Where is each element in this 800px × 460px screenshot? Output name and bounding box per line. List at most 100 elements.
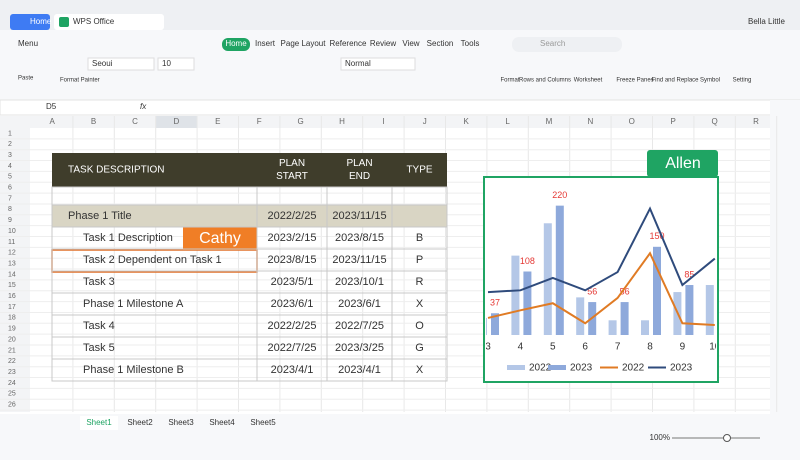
cell-style[interactable]: Normal xyxy=(345,59,371,68)
bar xyxy=(511,255,520,335)
menu-tab[interactable]: Page Layout xyxy=(281,39,327,48)
doc-tab[interactable]: WPS Office xyxy=(73,17,115,26)
zoom-knob[interactable] xyxy=(723,434,731,442)
menu-tab[interactable]: Tools xyxy=(461,39,480,48)
x-tick-label: 7 xyxy=(615,342,621,353)
table-text[interactable]: Task 2 Dependent on Task 1 xyxy=(83,254,222,266)
menu-button[interactable]: Menu xyxy=(18,39,38,48)
bottom-bar xyxy=(0,414,800,460)
row-header: 14 xyxy=(8,271,16,278)
table-text[interactable]: Task 4 xyxy=(83,320,115,332)
column-header: B xyxy=(91,117,96,126)
font-box[interactable] xyxy=(87,57,155,71)
zoom[interactable]: 100% xyxy=(650,433,670,442)
table-text[interactable]: 2023/3/25 xyxy=(335,342,384,354)
user-name[interactable]: Bella Little xyxy=(748,17,785,26)
row-header: 4 xyxy=(8,163,12,170)
table-text[interactable]: B xyxy=(416,232,423,244)
table-text[interactable]: 2022/7/25 xyxy=(268,342,317,354)
table-text[interactable]: 2023/4/1 xyxy=(271,364,314,376)
data-label: 56 xyxy=(620,286,630,296)
table-text[interactable]: Phase 1 Milestone A xyxy=(83,298,184,310)
doc-icon xyxy=(59,17,69,27)
search[interactable]: Search xyxy=(540,39,565,48)
sheet-tab[interactable]: Sheet4 xyxy=(209,418,235,427)
column-header: O xyxy=(629,117,635,126)
ribbon-button[interactable]: Setting xyxy=(733,78,752,84)
column-header: P xyxy=(671,117,676,126)
row-header: 7 xyxy=(8,195,12,202)
row-header: 10 xyxy=(8,228,16,235)
cell-ref[interactable]: D5 xyxy=(46,102,57,111)
legend-swatch xyxy=(548,365,566,370)
bar xyxy=(523,271,532,335)
table-text[interactable]: 2023/4/1 xyxy=(338,364,381,376)
ribbon-button[interactable]: Find and Replace xyxy=(651,78,699,84)
menu-tab[interactable]: Section xyxy=(427,39,454,48)
table-text[interactable]: 2023/6/1 xyxy=(338,298,381,310)
selected-column xyxy=(156,116,197,128)
table-text[interactable]: 2023/5/1 xyxy=(271,276,314,288)
data-label: 37 xyxy=(490,298,500,308)
format-painter[interactable]: Format Painter xyxy=(60,78,100,84)
column-header: L xyxy=(505,117,510,126)
table-text[interactable]: 2023/6/1 xyxy=(271,298,314,310)
ribbon-button[interactable]: Worksheet xyxy=(574,78,603,84)
table-text[interactable]: O xyxy=(415,320,424,332)
bar xyxy=(608,320,617,335)
menu-tab[interactable]: Insert xyxy=(255,39,276,48)
row-header: 9 xyxy=(8,217,12,224)
sheet-tab[interactable]: Sheet2 xyxy=(127,418,153,427)
table-text[interactable]: R xyxy=(416,276,424,288)
table-text[interactable]: Task 5 xyxy=(83,342,115,354)
table-text[interactable]: X xyxy=(416,298,424,310)
table-text[interactable]: 2023/8/15 xyxy=(335,232,384,244)
sheet-tab[interactable]: Sheet3 xyxy=(168,418,194,427)
font-name[interactable]: Seoui xyxy=(92,59,113,68)
table-text[interactable]: Phase 1 Milestone B xyxy=(83,364,184,376)
ribbon-button[interactable]: Freeze Panes xyxy=(616,78,653,84)
table-text[interactable]: 2023/10/1 xyxy=(335,276,384,288)
table-text[interactable]: 2022/7/25 xyxy=(335,320,384,332)
table-text[interactable]: G xyxy=(415,342,424,354)
table-text[interactable]: P xyxy=(416,254,423,266)
table-text[interactable]: Task 3 xyxy=(83,276,115,288)
menu-tab[interactable]: Home xyxy=(225,39,247,48)
menu-tab[interactable]: Reference xyxy=(330,39,367,48)
bar xyxy=(653,246,661,335)
font-size[interactable]: 10 xyxy=(162,59,171,68)
menu-tab[interactable]: Review xyxy=(370,39,396,48)
table-text[interactable]: 2023/8/15 xyxy=(268,254,317,266)
table-text[interactable]: 2023/11/15 xyxy=(332,254,386,266)
cathy-tag xyxy=(183,227,257,250)
active-sheet-bg[interactable] xyxy=(80,416,118,430)
home-tab[interactable]: Home xyxy=(30,17,52,26)
line xyxy=(487,206,716,294)
active-tab-bg xyxy=(222,38,250,51)
column-header: E xyxy=(215,117,220,126)
style-box[interactable] xyxy=(340,57,416,71)
sheet-tab[interactable]: Sheet1 xyxy=(86,418,112,427)
table-text[interactable]: 2023/11/15 xyxy=(332,210,386,222)
size-box[interactable] xyxy=(157,57,195,71)
table-text[interactable]: 2022/2/25 xyxy=(268,210,317,222)
sheet-tab[interactable]: Sheet5 xyxy=(250,418,276,427)
menu-tab[interactable]: View xyxy=(402,39,419,48)
table-text[interactable]: Task 1 Description xyxy=(83,232,173,244)
table-text[interactable]: 2022/2/25 xyxy=(268,320,317,332)
table-cell xyxy=(391,358,448,382)
doc-tab-bg[interactable] xyxy=(54,14,164,30)
paste[interactable]: Paste xyxy=(18,76,34,82)
fx[interactable]: fx xyxy=(140,102,147,111)
ribbon-button[interactable]: Format xyxy=(500,78,519,84)
table-text[interactable]: Phase 1 Title xyxy=(68,210,132,222)
row-header: 19 xyxy=(8,326,16,333)
search-box[interactable] xyxy=(512,37,622,52)
table-text[interactable]: 2023/2/15 xyxy=(268,232,317,244)
table-text[interactable]: X xyxy=(416,364,424,376)
ribbon-button[interactable]: Rows and Columns xyxy=(519,78,571,84)
table-header: TYPE xyxy=(406,165,432,176)
ribbon-button[interactable]: Symbol xyxy=(700,78,720,84)
home-tab-bg[interactable] xyxy=(10,14,50,30)
